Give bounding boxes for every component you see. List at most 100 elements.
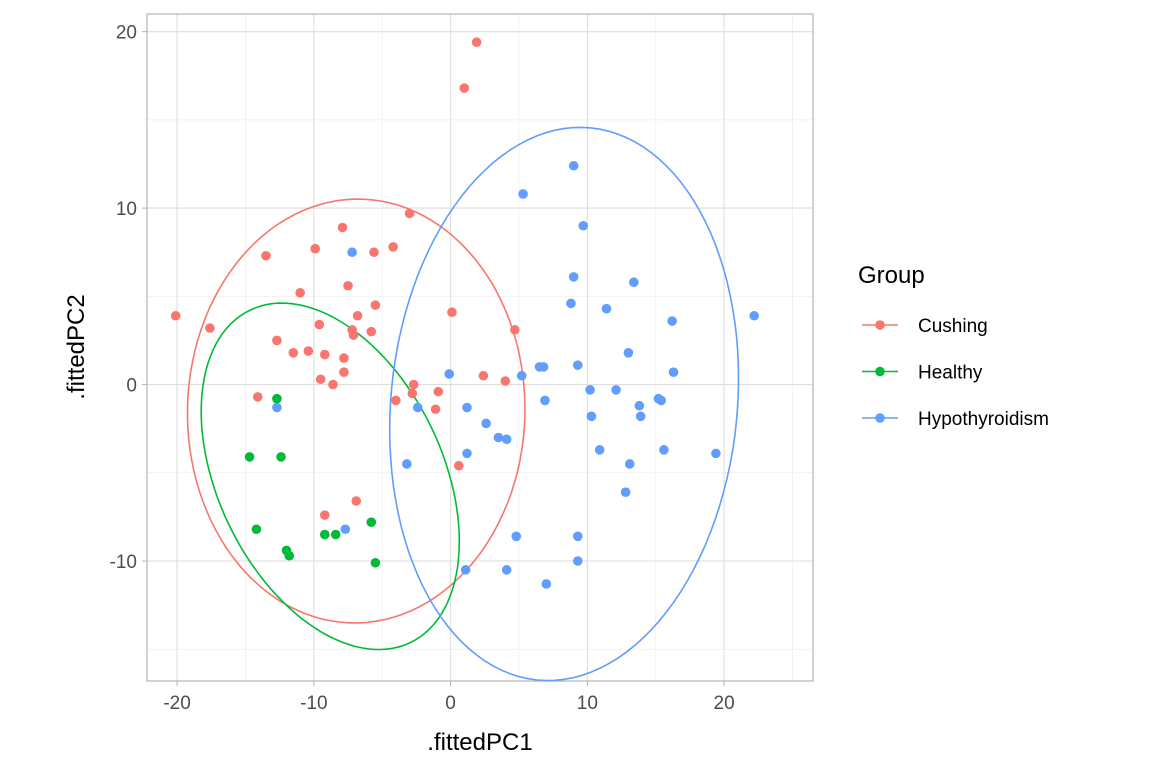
point-healthy xyxy=(284,550,295,561)
y-axis-title: .fittedPC2 xyxy=(63,294,90,399)
point-cushing xyxy=(288,347,299,358)
point-hypothyroidism xyxy=(578,220,589,231)
y-axis-ticks: -10 0 10 20 xyxy=(110,23,147,573)
point-cushing xyxy=(272,335,282,346)
point-hypothyroidism xyxy=(460,565,471,575)
legend-key-point xyxy=(875,413,885,423)
point-healthy xyxy=(276,452,286,462)
x-tick-label: 10 xyxy=(577,693,598,714)
x-tick-label: -20 xyxy=(163,693,190,714)
point-cushing xyxy=(352,310,363,321)
point-hypothyroidism xyxy=(501,565,512,575)
point-healthy xyxy=(251,524,262,535)
point-cushing xyxy=(310,243,321,254)
point-cushing xyxy=(319,510,330,520)
point-cushing xyxy=(343,280,353,291)
point-hypothyroidism xyxy=(629,277,639,288)
x-axis-title: .fittedPC1 xyxy=(427,729,532,756)
point-cushing xyxy=(369,247,379,258)
point-cushing xyxy=(454,460,464,471)
legend-entries: Cushing Healthy Hypothyroidism xyxy=(862,316,1049,430)
panel-border xyxy=(146,13,814,682)
point-cushing xyxy=(339,367,349,378)
point-cushing xyxy=(447,307,457,318)
point-cushing xyxy=(303,346,314,356)
point-hypothyroidism xyxy=(601,303,612,314)
point-cushing xyxy=(295,287,305,298)
legend: Group Cushing Healthy Hypothyroidism xyxy=(858,262,1049,430)
point-hypothyroidism xyxy=(572,360,583,370)
legend-label: Cushing xyxy=(918,316,988,337)
point-hypothyroidism xyxy=(624,459,635,469)
point-cushing xyxy=(404,208,415,219)
point-hypothyroidism xyxy=(566,298,576,309)
y-tick-label: 0 xyxy=(126,376,137,397)
point-cushing xyxy=(351,496,362,506)
point-cushing xyxy=(433,386,444,397)
point-cushing xyxy=(348,330,359,340)
point-cushing xyxy=(337,222,348,233)
point-cushing xyxy=(471,37,482,48)
ellipse-cushing xyxy=(186,198,526,624)
point-hypothyroidism xyxy=(402,459,412,469)
point-hypothyroidism xyxy=(659,445,669,455)
point-hypothyroidism xyxy=(572,556,583,566)
x-tick-label: -10 xyxy=(300,693,327,714)
point-hypothyroidism xyxy=(634,400,645,411)
x-axis-ticks: -20 -10 0 10 20 xyxy=(163,681,735,714)
point-healthy xyxy=(366,517,377,527)
point-hypothyroidism xyxy=(668,367,679,378)
point-hypothyroidism xyxy=(623,347,634,358)
y-tick-label: -10 xyxy=(110,552,137,573)
point-hypothyroidism xyxy=(412,402,423,413)
point-hypothyroidism xyxy=(568,272,579,282)
point-hypothyroidism xyxy=(462,448,472,459)
y-tick-label: 20 xyxy=(116,23,137,44)
point-hypothyroidism xyxy=(493,432,504,443)
point-cushing xyxy=(430,404,441,415)
point-healthy xyxy=(330,529,341,540)
point-hypothyroidism xyxy=(749,310,759,321)
point-hypothyroidism xyxy=(481,418,491,429)
point-cushing xyxy=(370,300,381,310)
point-hypothyroidism xyxy=(272,402,282,413)
point-hypothyroidism xyxy=(516,370,527,381)
point-cushing xyxy=(252,392,263,402)
point-hypothyroidism xyxy=(347,247,357,258)
point-cushing xyxy=(205,323,215,333)
point-cushing xyxy=(388,242,398,252)
point-hypothyroidism xyxy=(538,362,549,372)
ellipse-hypothyroidism xyxy=(388,126,740,682)
legend-label: Hypothyroidism xyxy=(918,409,1049,430)
point-cushing xyxy=(339,353,349,363)
x-tick-label: 0 xyxy=(445,693,456,714)
point-hypothyroidism xyxy=(572,531,583,542)
point-hypothyroidism xyxy=(585,385,595,395)
point-hypothyroidism xyxy=(568,160,579,171)
point-cushing xyxy=(407,388,418,399)
point-cushing xyxy=(408,379,419,390)
point-cushing xyxy=(328,379,338,390)
data-points xyxy=(170,37,759,589)
point-healthy xyxy=(319,529,330,540)
point-healthy xyxy=(272,393,282,404)
point-cushing xyxy=(314,319,325,330)
point-hypothyroidism xyxy=(711,448,721,459)
point-hypothyroidism xyxy=(462,402,472,413)
point-hypothyroidism xyxy=(620,487,631,497)
x-tick-label: 20 xyxy=(714,693,735,714)
ellipse-healthy xyxy=(200,302,461,651)
y-tick-label: 10 xyxy=(116,199,137,220)
point-healthy xyxy=(244,452,255,462)
point-cushing xyxy=(500,376,511,386)
point-hypothyroidism xyxy=(340,524,351,535)
legend-label: Healthy xyxy=(918,363,983,384)
legend-key-point xyxy=(875,320,885,330)
point-hypothyroidism xyxy=(518,189,528,199)
point-hypothyroidism xyxy=(541,579,552,589)
point-hypothyroidism xyxy=(501,434,512,445)
point-cushing xyxy=(366,326,377,337)
point-hypothyroidism xyxy=(667,316,677,326)
point-cushing xyxy=(391,395,401,406)
